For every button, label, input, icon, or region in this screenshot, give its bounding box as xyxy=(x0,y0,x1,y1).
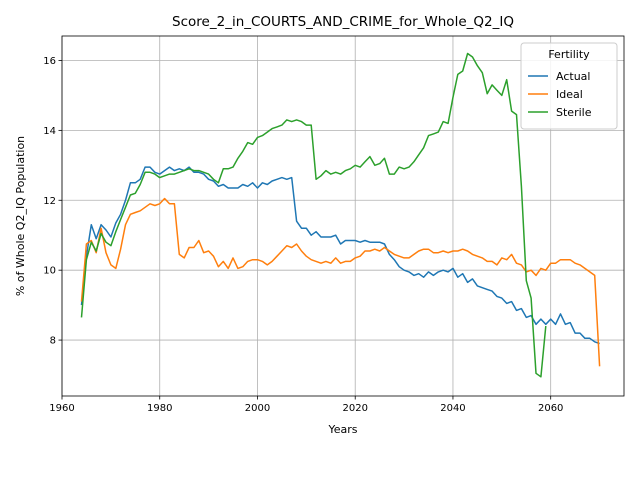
chart-title: Score_2_in_COURTS_AND_CRIME_for_Whole_Q2… xyxy=(172,14,514,30)
series-line-actual xyxy=(80,166,600,345)
x-tick-label: 2000 xyxy=(245,403,270,414)
y-tick-label: 12 xyxy=(43,196,56,207)
y-axis-ticks: 8 10 12 14 16 xyxy=(43,56,62,347)
x-tick-label: 1980 xyxy=(147,403,172,414)
x-tick-label: 1960 xyxy=(49,403,74,414)
legend-label-sterile: Sterile xyxy=(556,106,592,119)
series-line-ideal xyxy=(80,197,601,367)
plot-frame xyxy=(61,35,625,397)
legend: Fertility Actual Ideal Sterile xyxy=(520,42,618,130)
x-axis-ticks: 1960 1980 2000 2020 2040 2060 xyxy=(49,396,563,414)
legend-title: Fertility xyxy=(548,48,590,61)
x-tick-label: 2020 xyxy=(342,403,367,414)
legend-label-ideal: Ideal xyxy=(556,88,583,101)
y-tick-label: 10 xyxy=(43,266,56,277)
x-axis-label: Years xyxy=(327,423,357,436)
legend-label-actual: Actual xyxy=(556,70,590,83)
legend-box xyxy=(520,42,618,130)
legend-items: Actual Ideal Sterile xyxy=(528,70,592,119)
y-tick-label: 16 xyxy=(43,56,56,67)
y-tick-label: 14 xyxy=(43,126,56,137)
series-line-sterile xyxy=(80,52,547,378)
y-axis-label: % of Whole Q2_IQ Population xyxy=(14,136,27,296)
x-tick-label: 2040 xyxy=(440,403,465,414)
y-tick-label: 8 xyxy=(50,336,56,347)
series-lines xyxy=(80,52,601,378)
x-tick-label: 2060 xyxy=(538,403,563,414)
